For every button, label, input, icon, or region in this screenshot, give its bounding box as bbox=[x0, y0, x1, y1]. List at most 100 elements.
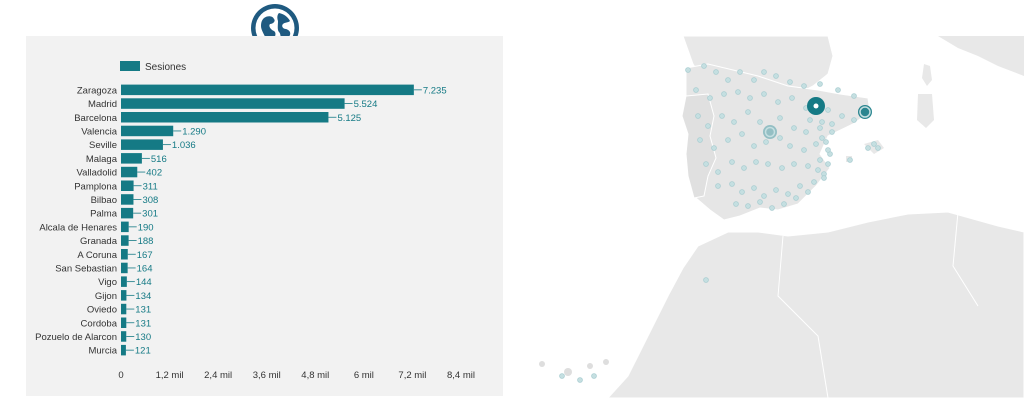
map-marker-barcelona-ring bbox=[859, 106, 871, 118]
category-label: Granada bbox=[80, 236, 118, 247]
category-label: Pamplona bbox=[74, 181, 117, 192]
map-session-dot bbox=[839, 113, 845, 119]
bar bbox=[121, 276, 127, 287]
map-session-dot bbox=[813, 141, 819, 147]
value-label: 131 bbox=[135, 305, 151, 316]
map-session-dot bbox=[803, 129, 809, 135]
map-marker-madrid-ring bbox=[764, 126, 776, 138]
map-session-dot bbox=[725, 137, 731, 143]
category-label: Murcia bbox=[88, 346, 117, 357]
map-session-dot bbox=[819, 119, 825, 125]
map-session-dot bbox=[757, 199, 763, 205]
map-session-dot bbox=[757, 119, 763, 125]
value-label: 144 bbox=[136, 277, 152, 288]
map-session-dot bbox=[801, 147, 807, 153]
map-session-dot bbox=[817, 125, 823, 131]
map-session-dot bbox=[807, 117, 813, 123]
map-session-dot bbox=[865, 145, 871, 151]
map-session-dot bbox=[797, 183, 803, 189]
map-session-dot bbox=[761, 69, 767, 75]
bar bbox=[121, 153, 142, 164]
map-session-dot bbox=[875, 145, 881, 151]
bar bbox=[121, 221, 129, 233]
map-session-dot bbox=[761, 193, 767, 199]
map-canary-island bbox=[539, 361, 545, 367]
map-marker-zaragoza-center bbox=[813, 103, 819, 109]
map-session-dot bbox=[851, 117, 857, 123]
map-session-dot bbox=[781, 201, 787, 207]
map-session-dot bbox=[773, 73, 779, 79]
map-session-dot bbox=[741, 165, 747, 171]
map-session-dot bbox=[825, 161, 831, 167]
category-label: Valladolid bbox=[77, 168, 118, 179]
value-label: 301 bbox=[142, 209, 158, 220]
map-session-dot bbox=[805, 189, 811, 195]
map-session-dot bbox=[769, 205, 775, 211]
map-border-tunisia bbox=[952, 211, 979, 307]
map-session-dot bbox=[703, 277, 709, 283]
map-session-dot bbox=[805, 163, 811, 169]
category-label: Seville bbox=[89, 140, 117, 151]
value-label: 188 bbox=[138, 236, 154, 247]
value-label: 402 bbox=[146, 168, 162, 179]
value-label: 5.125 bbox=[337, 113, 361, 124]
bar bbox=[121, 166, 138, 178]
bar bbox=[121, 249, 128, 260]
value-label: 308 bbox=[142, 195, 158, 206]
bar bbox=[121, 317, 127, 328]
map-session-dot bbox=[817, 81, 823, 87]
map-session-dot bbox=[701, 63, 707, 69]
map-session-dot bbox=[559, 373, 565, 379]
bar bbox=[121, 303, 127, 315]
map-session-dot bbox=[851, 93, 857, 99]
category-label: Malaga bbox=[86, 154, 118, 165]
value-label: 164 bbox=[137, 263, 153, 274]
map-session-dot bbox=[811, 179, 817, 185]
category-label: Valencia bbox=[81, 126, 117, 137]
map-session-dot bbox=[829, 121, 835, 127]
map-session-dot bbox=[825, 147, 831, 153]
legend-swatch bbox=[120, 61, 140, 71]
x-tick-label: 4,8 mil bbox=[301, 370, 329, 381]
map-session-dot bbox=[685, 67, 691, 73]
value-label: 311 bbox=[143, 181, 158, 192]
category-label: Palma bbox=[90, 209, 118, 220]
map-border-algeria bbox=[777, 235, 829, 398]
sessions-map bbox=[528, 36, 1024, 398]
map-session-dot bbox=[711, 145, 717, 151]
value-label: 7.235 bbox=[423, 85, 447, 96]
legend-label: Sesiones bbox=[145, 62, 186, 73]
map-session-dot bbox=[707, 95, 713, 101]
map-land-italy bbox=[938, 36, 1024, 76]
map-session-dot bbox=[817, 157, 823, 163]
bar bbox=[121, 112, 329, 123]
map-session-dot bbox=[775, 99, 781, 105]
bar bbox=[121, 180, 134, 191]
map-session-dot bbox=[725, 77, 731, 83]
bar bbox=[121, 235, 129, 246]
category-label: A Coruna bbox=[77, 250, 117, 261]
map-session-dot bbox=[745, 109, 751, 115]
x-tick-label: 6 mil bbox=[354, 370, 374, 381]
map-session-dot bbox=[829, 129, 835, 135]
value-label: 516 bbox=[151, 154, 167, 165]
map-session-dot bbox=[791, 125, 797, 131]
category-label: Zaragoza bbox=[77, 85, 118, 96]
map-session-dot bbox=[715, 183, 721, 189]
value-label: 1.290 bbox=[182, 126, 206, 137]
bar bbox=[121, 331, 127, 342]
map-session-dot bbox=[703, 161, 709, 167]
map-session-dot bbox=[693, 87, 699, 93]
bar bbox=[121, 125, 174, 137]
x-tick-label: 0 bbox=[118, 370, 123, 381]
map-session-dot bbox=[751, 143, 757, 149]
map-canary-island bbox=[603, 359, 609, 365]
map-session-dot bbox=[763, 139, 769, 145]
map-land-sardinia bbox=[917, 94, 934, 128]
value-label: 131 bbox=[135, 318, 151, 329]
map-session-dot bbox=[739, 189, 745, 195]
map-session-dot bbox=[719, 113, 725, 119]
map-session-dot bbox=[871, 141, 877, 147]
bar bbox=[121, 207, 134, 219]
map-session-dot bbox=[751, 185, 757, 191]
